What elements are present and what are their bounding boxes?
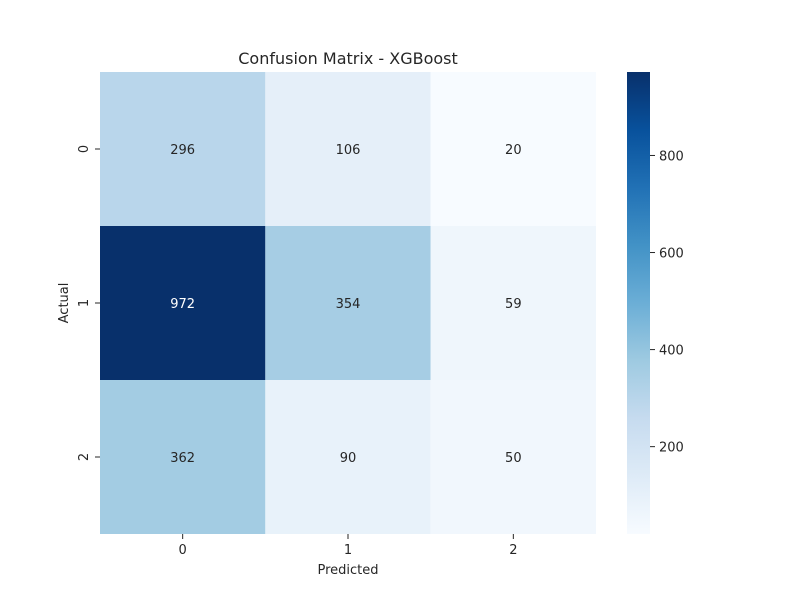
heatmap-cell xyxy=(430,226,596,380)
colorbar-tick-label: 600 xyxy=(659,247,684,262)
heatmap-cell xyxy=(100,380,266,534)
y-tick-label: 1 xyxy=(77,299,92,307)
colorbar-tick-label: 200 xyxy=(659,441,684,456)
heatmap-cells xyxy=(100,72,596,534)
heatmap-cell xyxy=(265,380,431,534)
x-tick-label: 0 xyxy=(179,543,187,558)
cell-value-label: 972 xyxy=(170,297,195,312)
colorbar-ticks: 200 400 600 800 xyxy=(650,149,684,456)
x-tick-label: 1 xyxy=(344,543,352,558)
cell-value-label: 362 xyxy=(170,451,195,466)
x-axis-ticks: 0 1 2 xyxy=(179,534,517,558)
heatmap-cell xyxy=(100,72,266,226)
y-tick-label: 2 xyxy=(77,453,92,461)
cell-value-label: 20 xyxy=(505,143,522,158)
y-axis-ticks: 0 1 2 xyxy=(77,145,100,461)
heatmap-cell xyxy=(430,72,596,226)
y-axis-label: Actual xyxy=(57,283,72,324)
heatmap-cell xyxy=(430,380,596,534)
cell-value-label: 90 xyxy=(340,451,357,466)
x-tick-label: 2 xyxy=(509,543,517,558)
cell-value-label: 354 xyxy=(336,297,361,312)
x-axis-label: Predicted xyxy=(317,563,378,578)
cell-value-label: 106 xyxy=(336,143,361,158)
colorbar-tick-label: 800 xyxy=(659,149,684,164)
chart-title: Confusion Matrix - XGBoost xyxy=(238,49,458,68)
heatmap-cell xyxy=(100,226,266,380)
heatmap-cell xyxy=(265,226,431,380)
colorbar-tick-label: 400 xyxy=(659,344,684,359)
y-tick-label: 0 xyxy=(77,145,92,153)
cell-value-label: 59 xyxy=(505,297,522,312)
cell-value-label: 50 xyxy=(505,451,522,466)
heatmap-cell xyxy=(265,72,431,226)
colorbar xyxy=(627,72,650,534)
heatmap-cell-labels: 296 106 20 972 354 59 362 90 50 xyxy=(170,143,521,466)
cell-value-label: 296 xyxy=(170,143,195,158)
